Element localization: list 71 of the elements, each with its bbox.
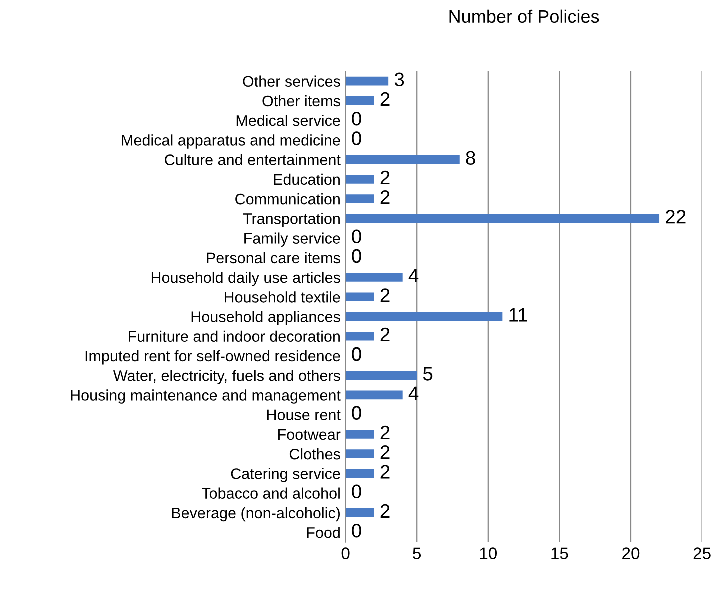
- data-label: 0: [352, 132, 362, 146]
- y-tick-label: Clothes: [290, 448, 340, 460]
- y-tick-label: Other items: [262, 95, 340, 107]
- y-tick-label: Communication: [236, 194, 340, 205]
- data-label: 8: [466, 151, 476, 166]
- y-tick-label: Medical service: [236, 115, 340, 126]
- y-tick-label: Tobacco and alcohol: [202, 488, 340, 499]
- y-tick-label: Catering service: [231, 468, 340, 482]
- x-tick-label: 25: [694, 548, 711, 560]
- bar: [346, 155, 460, 164]
- bar: [346, 175, 374, 184]
- data-label: 22: [666, 210, 686, 224]
- data-label: 0: [352, 406, 362, 420]
- y-tick-label: Household daily use articles: [152, 272, 340, 286]
- y-tick-label: Water, electricity, fuels and others: [113, 370, 340, 384]
- data-label: 2: [380, 190, 390, 204]
- y-tick-label: Other services: [243, 76, 340, 88]
- y-tick-label: Household textile: [225, 292, 340, 303]
- data-label: 2: [380, 92, 390, 106]
- data-label: 2: [380, 504, 390, 518]
- data-label: 0: [352, 347, 362, 362]
- data-label: 2: [380, 170, 390, 184]
- data-label: 4: [408, 386, 419, 400]
- data-label: 0: [352, 112, 362, 126]
- bar: [346, 96, 374, 106]
- data-label: 3: [394, 72, 404, 87]
- bar: [346, 273, 403, 282]
- y-tick-label: Transportation: [243, 213, 340, 228]
- bar: [346, 469, 374, 478]
- y-tick-label: Personal care items: [207, 252, 340, 264]
- y-tick-label: Household appliances: [192, 311, 340, 326]
- y-tick-label: Education: [274, 174, 340, 186]
- y-tick-label: Beverage (non-alcoholic): [172, 507, 340, 522]
- x-tick-label: 0: [342, 548, 350, 560]
- bar: [346, 430, 374, 439]
- data-label: 2: [380, 426, 390, 440]
- bar: [346, 76, 389, 86]
- x-tick-label: 20: [622, 548, 640, 560]
- y-tick-label: Furniture and indoor decoration: [129, 330, 340, 342]
- y-tick-label: Medical apparatus and medicine: [122, 134, 340, 149]
- data-label: 0: [352, 524, 362, 538]
- x-tick-label: 15: [552, 548, 568, 560]
- y-tick-label: Culture and entertainment: [165, 154, 341, 166]
- bar: [346, 371, 418, 380]
- chart-title: Number of Policies: [450, 10, 600, 24]
- bar: [346, 194, 374, 204]
- y-tick-label: Family service: [244, 232, 340, 247]
- y-tick-label: Imputed rent for self-owned residence: [86, 350, 340, 365]
- data-label: 0: [352, 484, 362, 499]
- y-tick-label: Housing maintenance and management: [71, 390, 341, 404]
- data-label: 11: [510, 308, 528, 322]
- bar: [346, 508, 374, 518]
- data-label: 4: [408, 269, 419, 283]
- data-label: 2: [380, 465, 390, 479]
- data-label: 2: [380, 328, 390, 342]
- y-tick-label: House rent: [267, 410, 341, 421]
- x-tick-label: 10: [480, 548, 498, 560]
- bar: [346, 292, 374, 302]
- data-label: 5: [423, 367, 433, 381]
- y-tick-label: Food: [307, 527, 340, 538]
- bar: [346, 214, 660, 224]
- data-label: 0: [352, 249, 362, 264]
- data-label: 2: [380, 288, 390, 302]
- data-label: 0: [352, 230, 362, 244]
- bar: [346, 450, 374, 458]
- bar: [346, 332, 374, 341]
- data-label: 2: [380, 446, 390, 460]
- y-tick-label: Footwear: [278, 429, 341, 440]
- bar: [346, 312, 503, 322]
- bar: [346, 390, 403, 400]
- x-tick-label: 5: [413, 548, 422, 560]
